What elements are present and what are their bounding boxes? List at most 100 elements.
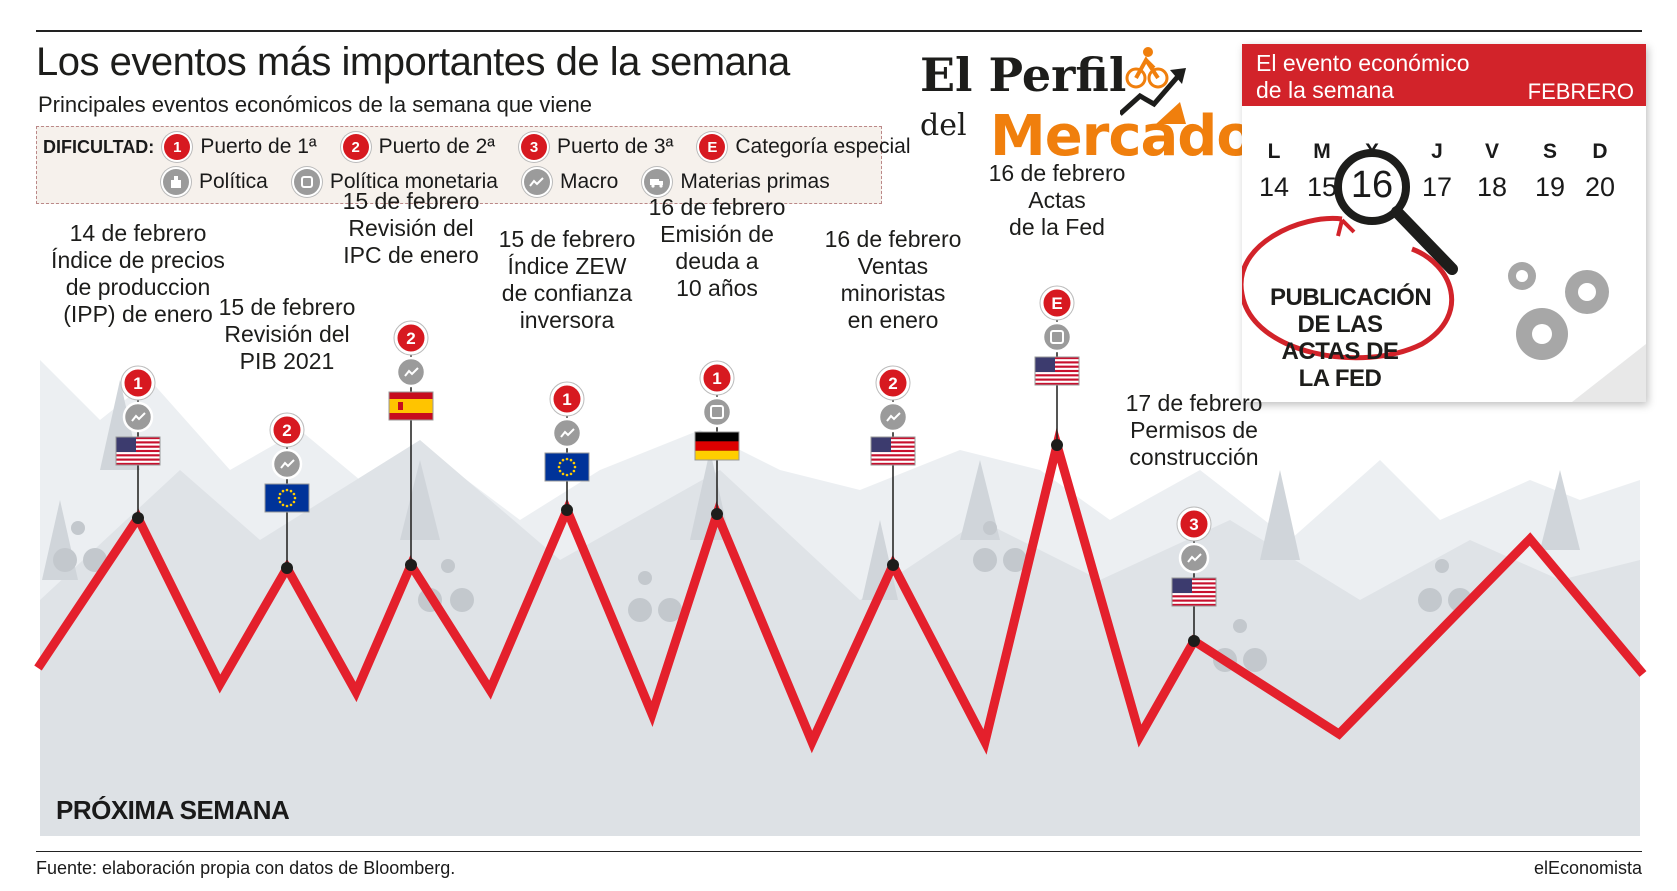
- macro-icon: [122, 401, 154, 433]
- calendar-day-letter: L: [1267, 140, 1281, 163]
- event-description-line: Ventas: [857, 253, 929, 279]
- macro-icon: [395, 356, 427, 388]
- legend-materias-primas: Materias primas: [644, 169, 830, 195]
- event-description-line: Revisión del: [348, 215, 474, 241]
- calendar-art: [1242, 149, 1646, 402]
- legend-item-1: 1 Puerto de 1ª: [164, 134, 317, 160]
- event-date: 15 de febrero: [498, 226, 636, 252]
- page-title: Los eventos más importantes de la semana: [36, 40, 790, 84]
- calendar-header: El evento económico de la semana FEBRERO: [1242, 44, 1646, 106]
- credit: elEconomista: [1533, 858, 1642, 878]
- legend-row-difficulty: DIFICULTAD: 1 Puerto de 1ª 2 Puerto de 2ª …: [37, 130, 937, 164]
- difficulty-badge-icon: 1: [699, 360, 735, 396]
- event-label: 15 de febrero Revisión del PIB 2021: [219, 294, 356, 375]
- event-label: 16 de febrero Ventas minoristas en enero: [825, 226, 962, 334]
- eu-flag: [264, 483, 310, 513]
- calendar-day-letter: M: [1313, 140, 1331, 163]
- event-icons: 1: [694, 360, 740, 461]
- logo-del: del: [920, 108, 967, 143]
- calendar-date: 17: [1421, 172, 1453, 202]
- usa-flag: [870, 436, 916, 466]
- difficulty-badge-icon: 2: [269, 412, 305, 448]
- event-description-line: inversora: [519, 307, 615, 333]
- difficulty-badge-text: 3: [1189, 515, 1198, 534]
- legend-item-3: 3 Puerto de 3ª: [521, 134, 673, 160]
- event-icons: 2: [264, 412, 310, 513]
- macro-icon: [1178, 542, 1210, 574]
- calendar-header-line1: El evento económico: [1256, 50, 1470, 76]
- event-label: 17 de febrero Permisos de construcción: [1126, 390, 1263, 471]
- event-date: 15 de febrero: [342, 188, 480, 214]
- top-rule: [36, 30, 1642, 32]
- calendar-date: 18: [1476, 172, 1508, 202]
- difficulty-badge-icon: 2: [393, 320, 429, 356]
- event-stems: 1 2 2 1 1 2 E 3: [115, 285, 1217, 647]
- usa-flag: [115, 436, 161, 466]
- event-peak-dot: [132, 512, 144, 524]
- event-description-line: de confianza: [501, 280, 633, 306]
- event-date: 15 de febrero: [218, 294, 356, 320]
- event-description-line: Índice ZEW: [507, 253, 627, 279]
- legend-label: DIFICULTAD:: [43, 136, 155, 157]
- commodities-icon: [644, 169, 671, 195]
- difficulty-badge-text: 1: [712, 369, 721, 388]
- badge-1-icon: 1: [164, 134, 191, 160]
- event-description-line: (IPP) de enero: [63, 301, 213, 327]
- calendar-month: FEBRERO: [1527, 79, 1634, 104]
- calendar-day-letter: J: [1431, 140, 1443, 163]
- event-description-line: de la Fed: [1009, 214, 1105, 240]
- difficulty-legend: DIFICULTAD: 1 Puerto de 1ª 2 Puerto de 2ª …: [36, 126, 911, 204]
- legend-text: Política: [199, 170, 268, 193]
- event-label: 14 de febrero Índice de precios de producc…: [51, 220, 225, 328]
- magnifier-icon: [1334, 149, 1458, 275]
- logo-mercado: Mercado: [990, 104, 1255, 169]
- event-description-line: Revisión del: [224, 321, 350, 347]
- event-icons: 1: [115, 365, 161, 466]
- page-subtitle: Principales eventos económicos de la sem…: [38, 92, 592, 117]
- section-label: PRÓXIMA SEMANA: [56, 795, 290, 825]
- difficulty-badge-icon: 3: [1176, 506, 1212, 542]
- difficulty-badge-text: 1: [133, 374, 142, 393]
- legend-politica-monetaria: Política monetaria: [293, 169, 498, 195]
- legend-politica: Política: [163, 169, 268, 195]
- event-date: 17 de febrero: [1125, 390, 1263, 416]
- event-icons: 1: [544, 381, 590, 482]
- badge-2-icon: 2: [342, 134, 369, 160]
- calendar-day-letter: V: [1484, 140, 1500, 163]
- legend-item-e: E Categoría especial: [699, 134, 911, 160]
- event-peak-dot: [711, 508, 723, 520]
- calendar-date: 15: [1306, 172, 1338, 202]
- logo-el-perfil: El Perfil: [920, 48, 1127, 102]
- legend-row-categories: Política Política monetaria Macro Materi…: [163, 165, 856, 199]
- legend-macro: Macro: [523, 169, 619, 195]
- event-peak-dot: [561, 504, 573, 516]
- event-description-line: en enero: [847, 307, 939, 333]
- calendar-card: El evento económico de la semana FEBRERO…: [1242, 44, 1646, 402]
- source-note: Fuente: elaboración propia con datos de …: [36, 858, 456, 878]
- event-description-line: Actas: [1028, 187, 1086, 213]
- event-date: 16 de febrero: [648, 194, 786, 220]
- difficulty-badge-text: 2: [282, 421, 291, 440]
- event-label: 16 de febrero Emisión de deuda a 10 años: [649, 194, 786, 302]
- difficulty-badge-text: 2: [406, 329, 415, 348]
- badge-e-icon: E: [699, 134, 726, 160]
- event-label: 15 de febrero Revisión del IPC de enero: [343, 188, 480, 269]
- legend-text: Puerto de 2ª: [378, 135, 496, 158]
- difficulty-badge-text: 1: [562, 390, 571, 409]
- gears-icon: [1508, 262, 1609, 360]
- legend-text: Macro: [559, 170, 619, 193]
- event-description-line: PIB 2021: [239, 348, 335, 374]
- event-icons: 2: [388, 320, 434, 421]
- macro-icon: [551, 417, 583, 449]
- difficulty-badge-text: E: [1051, 294, 1062, 313]
- event-date: 14 de febrero: [69, 220, 207, 246]
- event-icons: 2: [870, 365, 916, 466]
- monetary-policy-icon: [701, 396, 733, 428]
- difficulty-badge-icon: 1: [120, 365, 156, 401]
- macro-icon: [523, 169, 550, 195]
- event-icons: E: [1034, 285, 1080, 386]
- germany-flag: [694, 431, 740, 461]
- difficulty-badge-icon: E: [1039, 285, 1075, 321]
- event-description-line: deuda a: [675, 248, 759, 274]
- legend-text: Puerto de 3ª: [557, 135, 674, 158]
